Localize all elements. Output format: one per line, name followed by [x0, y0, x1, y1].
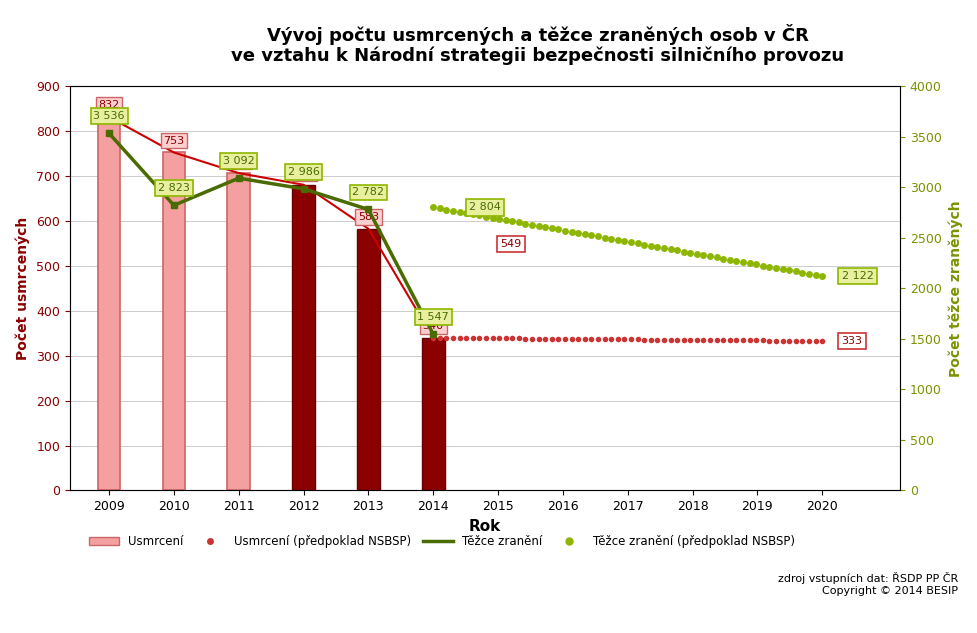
Text: ve vztahu k Národní strategii bezpečnosti silničního provozu: ve vztahu k Národní strategii bezpečnost… — [232, 46, 843, 65]
Text: 2 823: 2 823 — [158, 183, 190, 193]
Bar — [357, 229, 379, 491]
Text: 2 804: 2 804 — [469, 202, 500, 212]
Text: 333: 333 — [841, 336, 862, 346]
Text: 549: 549 — [500, 239, 521, 249]
Text: 3 536: 3 536 — [93, 111, 125, 121]
Y-axis label: Počet usmrcených: Počet usmrcených — [15, 217, 29, 360]
Text: zdroj vstupních dat: ŘSDP PP ČR: zdroj vstupních dat: ŘSDP PP ČR — [778, 572, 957, 584]
Text: 2 122: 2 122 — [841, 271, 872, 281]
Bar — [227, 173, 250, 491]
Text: 681: 681 — [293, 168, 314, 178]
Text: 3 092: 3 092 — [223, 156, 254, 166]
Legend: Usmrcení, Usmrcení (předpoklad NSBSP), Těžce zranění, Těžce zranění (předpoklad : Usmrcení, Usmrcení (předpoklad NSBSP), T… — [84, 530, 799, 553]
Text: 753: 753 — [163, 135, 185, 146]
Text: 2 986: 2 986 — [287, 166, 319, 177]
Text: Copyright © 2014 BESIP: Copyright © 2014 BESIP — [822, 586, 957, 596]
Text: 707: 707 — [228, 156, 249, 166]
Y-axis label: Počet těžce zraněných: Počet těžce zraněných — [948, 200, 962, 377]
Text: 2 782: 2 782 — [352, 187, 384, 197]
Text: 583: 583 — [358, 212, 378, 222]
Text: 340: 340 — [422, 321, 444, 331]
Text: Vývoj počtu usmrcených a těžce zraněných osob v ČR: Vývoj počtu usmrcených a těžce zraněných… — [267, 24, 808, 46]
Bar — [421, 338, 445, 491]
Bar — [292, 185, 315, 491]
X-axis label: Rok: Rok — [468, 518, 500, 534]
Bar — [162, 153, 185, 491]
Bar — [98, 117, 120, 491]
Text: 1 547: 1 547 — [417, 312, 448, 322]
Text: 832: 832 — [99, 100, 119, 110]
